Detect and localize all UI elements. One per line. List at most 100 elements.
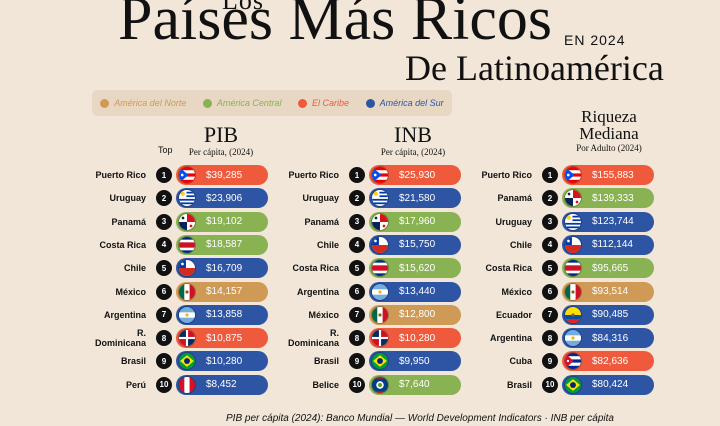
- value-label: $84,316: [592, 332, 629, 344]
- value-pill: $14,157: [176, 281, 268, 302]
- ranking-row: Panamá 3 $17,960: [279, 211, 461, 232]
- ranking-row: Puerto Rico 1 $39,285: [86, 165, 268, 185]
- country-name: Cuba: [509, 356, 533, 367]
- legend-label: América del Norte: [114, 98, 187, 108]
- rank-badge: 10: [156, 376, 172, 393]
- value-pill: $10,280: [176, 351, 268, 372]
- country-name: Brasil: [313, 356, 339, 367]
- flag-pa-icon: [371, 212, 389, 231]
- value-pill: $12,800: [369, 304, 461, 325]
- legend-item-norte: América del Norte: [100, 98, 186, 108]
- value-label: $19,102: [206, 216, 243, 228]
- legend-label: América del Sur: [379, 98, 444, 108]
- flag-pr-icon: [178, 166, 196, 184]
- value-pill: $21,580: [369, 188, 461, 209]
- value-label: $9,950: [399, 355, 430, 367]
- value-label: $112,144: [592, 239, 633, 251]
- country-name: Uruguay: [495, 216, 532, 227]
- column-subtitle: Por Adulto (2024): [576, 143, 642, 153]
- ranking-row: Costa Rica 4 $18,587: [86, 234, 268, 255]
- rank-badge: 2: [542, 190, 558, 207]
- flag-pa-icon: [178, 212, 196, 231]
- ranking-row: Brasil 9 $9,950: [279, 351, 461, 372]
- rank-badge: 7: [156, 306, 172, 323]
- legend-swatch: [202, 98, 212, 108]
- flag-bz-icon: [371, 375, 389, 394]
- rank-badge: 4: [156, 236, 172, 253]
- value-pill: $123,744: [562, 211, 654, 232]
- country-name: Chile: [509, 239, 532, 250]
- flag-mx-icon: [564, 282, 582, 301]
- country-name: Puerto Rico: [288, 170, 339, 180]
- flag-uy-icon: [371, 189, 389, 208]
- value-pill: $82,636: [562, 351, 654, 372]
- flag-ar-icon: [371, 282, 389, 301]
- value-label: $13,440: [399, 286, 436, 297]
- value-pill: $25,930: [369, 165, 461, 185]
- value-pill: $16,709: [176, 258, 268, 279]
- country-name: Uruguay: [302, 193, 339, 204]
- ranking-row: Uruguay 2 $23,906: [86, 188, 268, 209]
- rank-badge: 3: [349, 213, 365, 230]
- value-pill: $84,316: [562, 328, 654, 349]
- column-subtitle: Per cápita, (2024): [380, 147, 446, 157]
- value-pill: $8,452: [176, 374, 268, 395]
- column-heading-riqueza: Riqueza Mediana Por Adulto (2024): [550, 108, 668, 153]
- flag-cr-icon: [371, 259, 389, 278]
- flag-cr-icon: [564, 259, 582, 278]
- rank-badge: 5: [156, 260, 172, 277]
- value-label: $17,960: [399, 216, 436, 228]
- country-name: Perú: [125, 379, 146, 390]
- value-pill: $80,424: [562, 374, 654, 395]
- country-name: R. Dominicana: [287, 328, 339, 349]
- value-label: $155,883: [592, 169, 634, 181]
- legend-item-caribe: El Caribe: [298, 98, 349, 108]
- legend-swatch: [298, 98, 308, 108]
- ranking-row: Puerto Rico 1 $155,883: [472, 165, 654, 185]
- country-name: Chile: [316, 239, 339, 250]
- value-pill: $95,665: [562, 258, 654, 279]
- ranking-row: R. Dominicana 8 $10,875: [86, 328, 268, 349]
- flag-pe-icon: [178, 375, 196, 394]
- country-name: Argentina: [103, 309, 146, 320]
- flag-cl-icon: [371, 235, 389, 254]
- value-label: $15,620: [399, 262, 436, 274]
- flag-br-icon: [371, 352, 389, 371]
- flag-br-icon: [178, 352, 196, 371]
- value-label: $123,744: [592, 216, 634, 228]
- value-pill: $18,587: [176, 234, 268, 255]
- ranking-row: Ecuador 7 $90,485: [472, 304, 654, 325]
- ranking-row: Panamá 3 $19,102: [86, 211, 268, 232]
- rank-badge: 7: [349, 306, 365, 323]
- ranking-row: Costa Rica 5 $15,620: [279, 258, 461, 279]
- value-label: $23,906: [206, 192, 243, 204]
- ranking-row: Argentina 8 $84,316: [472, 328, 654, 349]
- value-pill: $13,440: [369, 281, 461, 302]
- ranking-row: Chile 5 $16,709: [86, 258, 268, 279]
- rank-badge: 9: [542, 353, 558, 370]
- page-title-year: EN 2024: [564, 32, 626, 48]
- column-title: PIB: [203, 122, 239, 147]
- value-pill: $39,285: [176, 165, 268, 185]
- flag-pr-icon: [564, 166, 582, 184]
- value-label: $10,280: [399, 332, 436, 344]
- rank-badge: 5: [542, 260, 558, 277]
- country-name: México: [501, 286, 532, 297]
- rank-badge: 8: [156, 330, 172, 347]
- legend-item-central: América Central: [202, 98, 281, 108]
- value-label: $21,580: [399, 192, 436, 204]
- column-heading-inb: INB Per cápita, (2024): [358, 124, 468, 158]
- rank-badge: 4: [349, 236, 365, 253]
- flag-br-icon: [564, 375, 582, 394]
- flag-mx-icon: [371, 305, 389, 324]
- rank-badge: 6: [542, 283, 558, 300]
- flag-pr-icon: [371, 166, 389, 184]
- value-label: $13,858: [206, 309, 243, 321]
- flag-ar-icon: [564, 329, 582, 348]
- rank-badge: 10: [349, 376, 365, 393]
- legend-swatch: [365, 98, 375, 108]
- country-name: Panamá: [497, 193, 532, 204]
- rank-badge: 3: [156, 213, 172, 230]
- country-name: Ecuador: [495, 309, 532, 320]
- flag-cr-icon: [178, 235, 196, 254]
